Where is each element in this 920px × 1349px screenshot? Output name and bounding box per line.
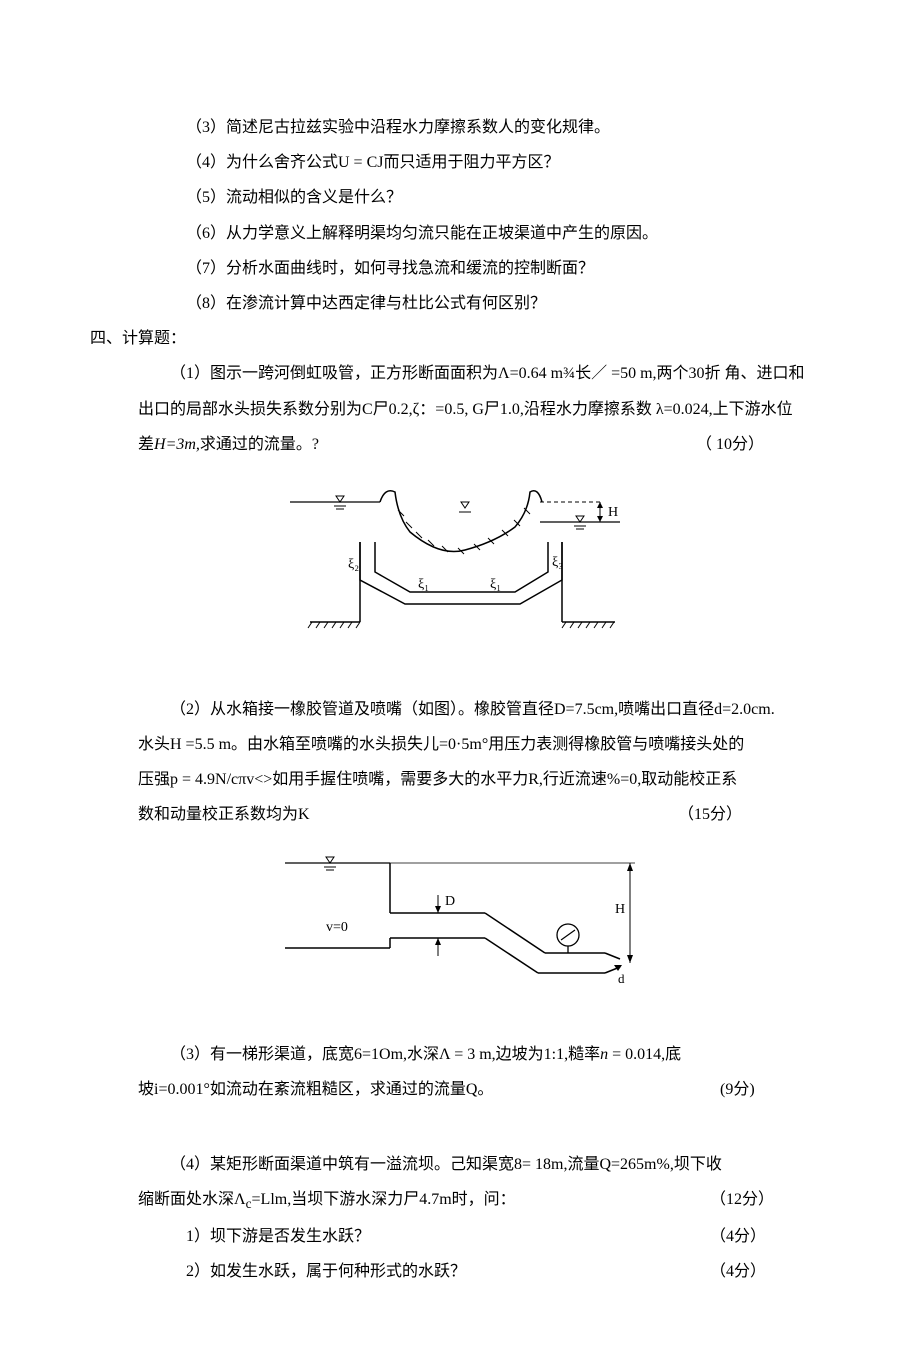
q3-item: （5）流动相似的含义是什么？	[90, 180, 830, 215]
fig2-label-D: D	[445, 894, 455, 909]
fig2-label-v0: v=0	[326, 920, 348, 935]
q3-item: （8）在渗流计算中达西定律与杜比公式有何区别？	[90, 286, 830, 321]
q3-item: （7）分析水面曲线时，如何寻找急流和缓流的控制断面？	[90, 251, 830, 286]
calc4-sub1: 1）坝下游是否发生水跃？	[186, 1219, 710, 1254]
fig1-label-xi3: ξ₃	[552, 555, 563, 570]
calc1-line1: （1）图示一跨河倒虹吸管，正方形断面面积为Λ=0.64 m¾长／ =50 m,两…	[90, 356, 830, 391]
q3-item: （6）从力学意义上解释明渠均匀流只能在正坡渠道中产生的原因。	[90, 216, 830, 251]
fig1-label-xi1b: ξ₁	[490, 577, 501, 592]
calc1-points: （ 10分）	[630, 427, 830, 462]
calc4-line2b: =Llm,当坝下游水深力尸4.7m时，问：	[252, 1191, 516, 1208]
calc3-line1c: = 0.014,底	[608, 1046, 681, 1063]
figure-1-siphon: H	[90, 472, 830, 642]
q3-item: （3）简述尼古拉兹实验中沿程水力摩擦系数人的变化规律。	[90, 110, 830, 145]
calc2-points: （15分）	[590, 797, 830, 832]
fig1-label-xi2: ξ₂	[348, 557, 359, 572]
calc3-line2: 坡i=0.001°如流动在紊流粗糙区，求通过的流量Q。	[138, 1072, 720, 1107]
calc1-line3c: 求通过的流量。?	[200, 436, 319, 453]
calc4-line2a: 缩断面处水深Λ	[138, 1191, 246, 1208]
calc2-line3: 压强p = 4.9N/cπv<>如用手握住喷嘴，需要多大的水平力R,行近流速%=…	[90, 762, 830, 797]
calc3-line1a: （3）有一梯形渠道，底宽6=1Om,水深Λ = 3 m,边坡为1:1,糙率	[170, 1046, 600, 1063]
fig2-label-H: H	[615, 902, 625, 917]
fig1-label-xi1a: ξ₁	[418, 577, 429, 592]
calc3-points: (9分)	[720, 1072, 830, 1107]
calc4-sub2: 2）如发生水跃，属于何种形式的水跃？	[186, 1254, 710, 1289]
fig1-label-H: H	[608, 505, 618, 520]
calc2-line1: （2）从水箱接一橡胶管道及喷嘴（如图）。橡胶管直径D=7.5cm,喷嘴出口直径d…	[90, 692, 830, 727]
calc2-line4: 数和动量校正系数均为K	[138, 797, 590, 832]
figure-2-hose-nozzle: D v=0 H d	[90, 843, 830, 1003]
calc2-line2: 水头H =5.5 m。由水箱至喷嘴的水头损失儿=0·5m°用压力表测得橡胶管与喷…	[90, 727, 830, 762]
fig2-label-d: d	[618, 971, 625, 986]
calc1-line3a: 差	[138, 436, 154, 453]
section-4-title: 四、计算题：	[90, 321, 830, 356]
calc4-line1: （4）某矩形断面渠道中筑有一溢流坝。己知渠宽8= 18m,流量Q=265m%,坝…	[90, 1147, 830, 1182]
calc3-line1b: n	[600, 1046, 608, 1063]
calc4-sub1-points: （4分）	[710, 1219, 830, 1254]
calc1-line2: 出口的局部水头损失系数分别为C尸0.2,ζ：=0.5, G尸1.0,沿程水力摩擦…	[90, 392, 830, 427]
calc1-line3b: H=3m,	[154, 436, 200, 453]
q3-item: （4）为什么舍齐公式U = CJ而只适用于阻力平方区？	[90, 145, 830, 180]
calc4-sub2-points: （4分）	[710, 1254, 830, 1289]
calc4-points: （12分）	[710, 1182, 830, 1219]
